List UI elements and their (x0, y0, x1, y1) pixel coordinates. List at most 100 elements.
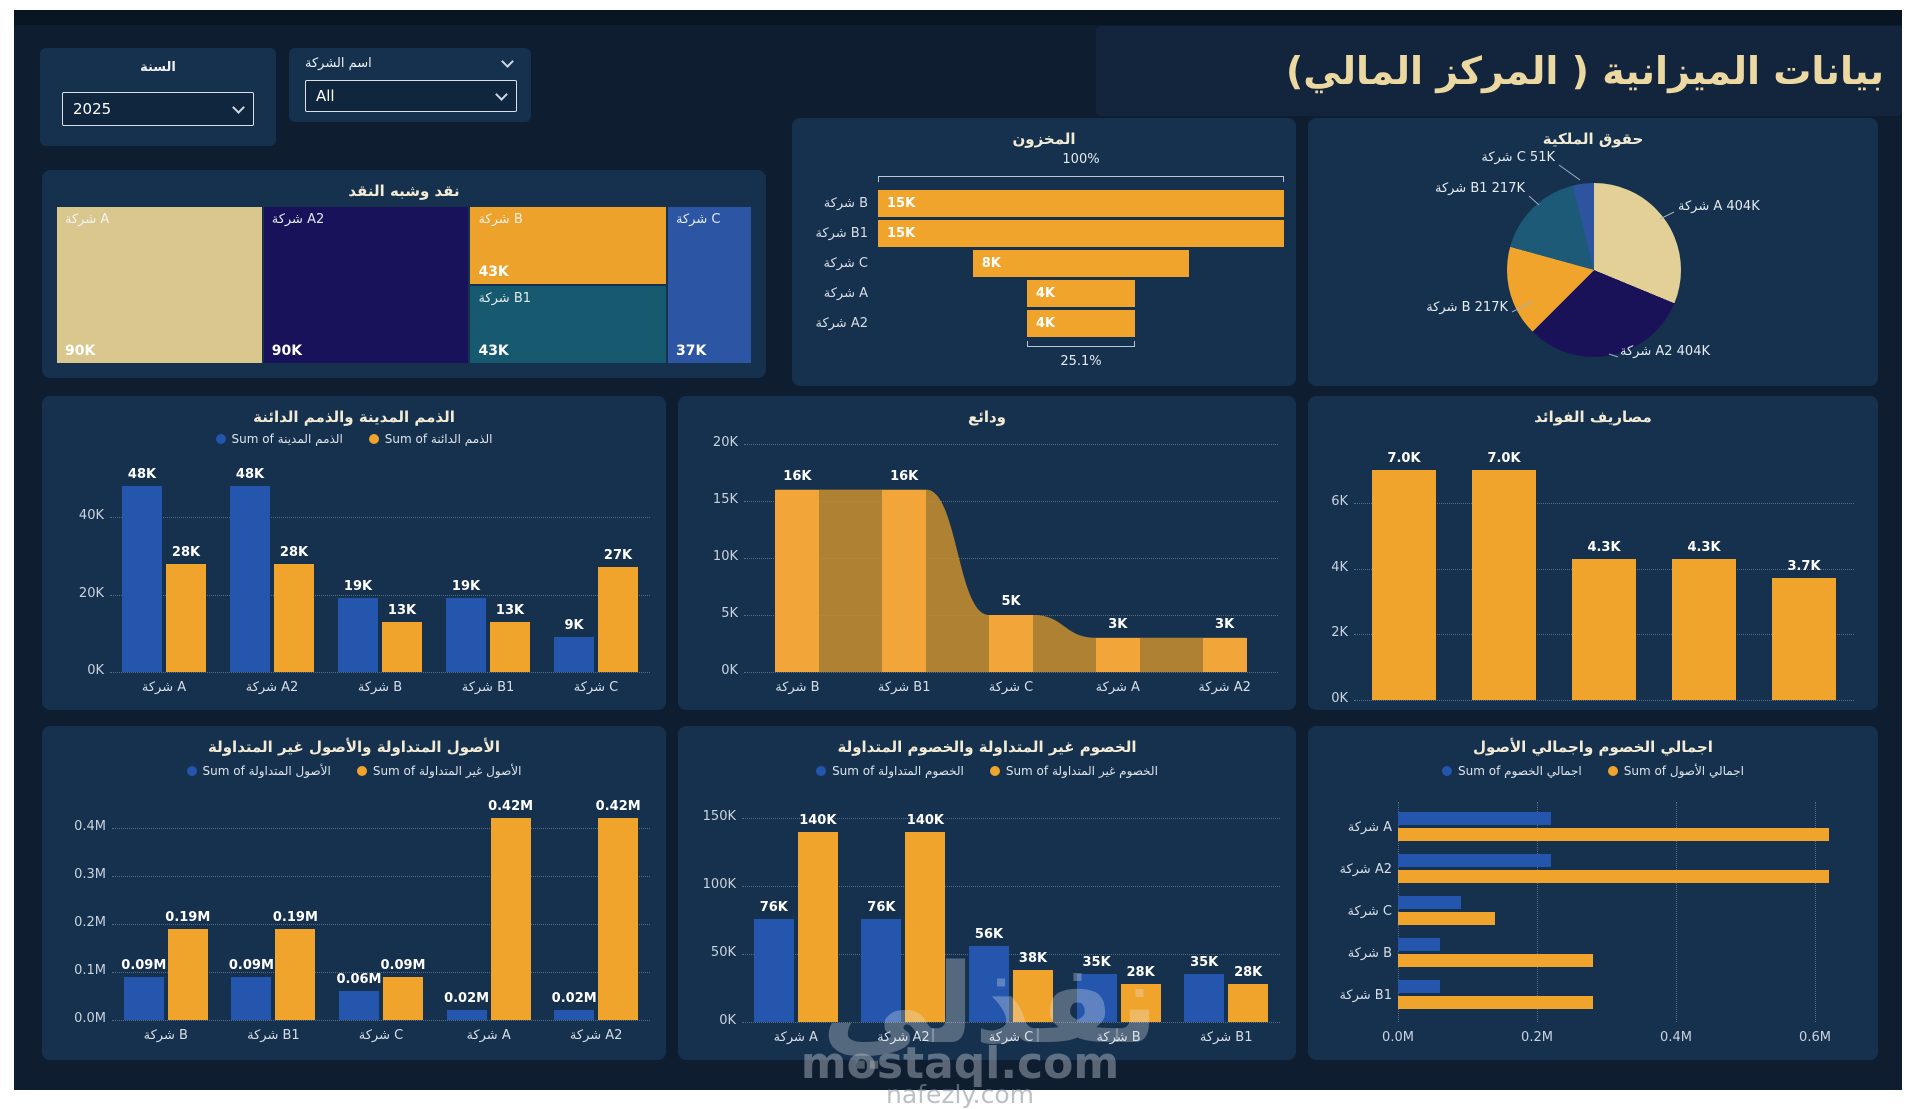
area-band[interactable] (882, 489, 927, 672)
column-bar[interactable] (1672, 558, 1736, 700)
funnel-bar[interactable] (1026, 280, 1136, 307)
hbar-bar[interactable] (1398, 812, 1551, 825)
legend-label: Sum of الأصول المتداولة (202, 764, 331, 778)
pie[interactable] (1507, 183, 1681, 357)
column-bar[interactable] (490, 621, 530, 672)
y-tick-label: 2K (1331, 625, 1348, 641)
column-bar[interactable] (797, 831, 838, 1022)
area-band[interactable] (1202, 637, 1247, 672)
column-bar[interactable] (446, 1010, 487, 1020)
company-dropdown[interactable]: All (305, 80, 517, 112)
bar-value-label: 0.02M (444, 991, 490, 1007)
hbar-bar[interactable] (1398, 854, 1551, 867)
legend-label: Sum of اجمالي الأصول (1623, 764, 1744, 778)
column-bar[interactable] (905, 831, 946, 1022)
area-band[interactable] (775, 489, 820, 672)
chart-legend: Sum of الخصوم المتداولة Sum of الخصوم غير… (678, 764, 1296, 778)
cash-treemap-panel: نقد وشبه النقد شركة A 90K شركة A2 90K شركة B… (42, 170, 766, 378)
hbar-bar[interactable] (1398, 896, 1461, 909)
treemap-node[interactable]: شركة B 43K (470, 207, 666, 284)
legend-item[interactable]: Sum of الأصول المتداولة (186, 764, 331, 778)
column-bar[interactable] (1772, 578, 1836, 700)
column-bar[interactable] (1184, 974, 1225, 1022)
hbar-bar[interactable] (1398, 954, 1593, 967)
column-bar[interactable] (753, 918, 794, 1022)
chart-title: حقوق الملكية (1542, 130, 1644, 148)
column-bar[interactable] (123, 976, 164, 1020)
column-bar[interactable] (1228, 983, 1269, 1022)
bar-value-label: 35K (1082, 955, 1111, 971)
column-bar[interactable] (1076, 974, 1117, 1022)
area-band[interactable] (989, 615, 1033, 672)
gridline (1815, 802, 1816, 1022)
legend-item[interactable]: Sum of اجمالي الخصوم (1442, 764, 1582, 778)
hbar-bar[interactable] (1398, 996, 1593, 1009)
hbar-bar[interactable] (1398, 870, 1829, 883)
chevron-down-icon[interactable] (501, 55, 514, 68)
column-bar[interactable] (274, 563, 314, 672)
x-axis-label: شركة B (1096, 1030, 1141, 1045)
column-bar[interactable] (383, 976, 423, 1020)
treemap-node[interactable]: شركة A2 90K (263, 207, 469, 363)
funnel-bar[interactable] (1026, 310, 1136, 337)
chart-title: مصاريف الفوائد (1534, 408, 1652, 426)
column-bar[interactable] (382, 621, 422, 672)
column-bar[interactable] (275, 928, 316, 1020)
hbar-bar[interactable] (1398, 912, 1496, 925)
column-bar[interactable] (554, 1010, 595, 1020)
column-bar[interactable] (554, 637, 594, 672)
bar-value-label: 4.3K (1687, 539, 1721, 555)
x-axis-label: شركة A (773, 1030, 818, 1045)
legend-item[interactable]: Sum of الذمم المدينة (215, 432, 343, 446)
year-dropdown[interactable]: 2025 (62, 92, 254, 126)
pie-label: شركة B 217K (1426, 300, 1508, 315)
column-bar[interactable] (338, 598, 378, 672)
treemap-node[interactable]: شركة B1 43K (470, 286, 666, 363)
legend-item[interactable]: Sum of الخصوم المتداولة (816, 764, 964, 778)
legend-item[interactable]: Sum of اجمالي الأصول (1607, 764, 1744, 778)
column-bar[interactable] (339, 991, 379, 1020)
hbar-bar[interactable] (1398, 828, 1829, 841)
legend-item[interactable]: Sum of الأصول غير المتداولة (356, 764, 521, 778)
deposits-chart-panel: ودائع 0K 5K 10K 15K 20K 16K شركة B 16K شركة B1 5K… (678, 396, 1296, 710)
legend-item[interactable]: Sum of الخصوم غير المتداولة (989, 764, 1158, 778)
x-axis-label: شركة B1 (1199, 1030, 1253, 1045)
column-bar[interactable] (122, 486, 162, 672)
area-band[interactable] (1095, 637, 1140, 672)
column-bar[interactable] (1472, 470, 1536, 700)
x-tick-label: 0.6M (1799, 1030, 1831, 1045)
column-bar[interactable] (167, 928, 208, 1020)
column-bar[interactable] (861, 918, 902, 1022)
funnel-bar[interactable] (878, 220, 1284, 247)
column-bar[interactable] (969, 945, 1009, 1022)
column-bar[interactable] (598, 818, 639, 1020)
treemap-node[interactable]: شركة C 37K (668, 207, 751, 363)
column-bar[interactable] (446, 598, 486, 672)
hbar-bar[interactable] (1398, 980, 1440, 993)
x-axis-label: شركة A (466, 1028, 511, 1043)
column-bar[interactable] (598, 567, 638, 672)
column-bar[interactable] (1572, 558, 1636, 700)
legend-item[interactable]: Sum of الذمم الدائنة (368, 432, 492, 446)
column-bar[interactable] (490, 818, 531, 1020)
hbar-bar[interactable] (1398, 938, 1440, 951)
receivables-payables-chart-panel: الذمم المدينة والذمم الدائنة 0K 20K 40K 48K… (42, 396, 666, 710)
funnel-category-label: شركة A2 (815, 315, 868, 331)
chart-legend: Sum of اجمالي الخصوم Sum of اجمالي الأصول (1308, 764, 1878, 778)
funnel-bar[interactable] (878, 190, 1284, 217)
column-bar[interactable] (230, 486, 270, 672)
funnel-category-label: شركة B1 (815, 225, 868, 241)
column-bar[interactable] (1372, 470, 1436, 700)
column-bar[interactable] (231, 976, 272, 1020)
column-bar[interactable] (1013, 970, 1053, 1022)
x-axis-label: شركة C (988, 1030, 1034, 1045)
funnel-bar[interactable] (972, 250, 1190, 277)
year-filter-label: السنة (140, 60, 176, 75)
column-bar[interactable] (166, 563, 206, 672)
gridline (110, 517, 650, 518)
column-bar[interactable] (1120, 983, 1161, 1022)
funnel-axis-tick (1134, 341, 1136, 347)
funnel-category-label: شركة C (823, 255, 868, 271)
gridline (742, 954, 1280, 955)
treemap-node[interactable]: شركة A 90K (57, 207, 262, 363)
